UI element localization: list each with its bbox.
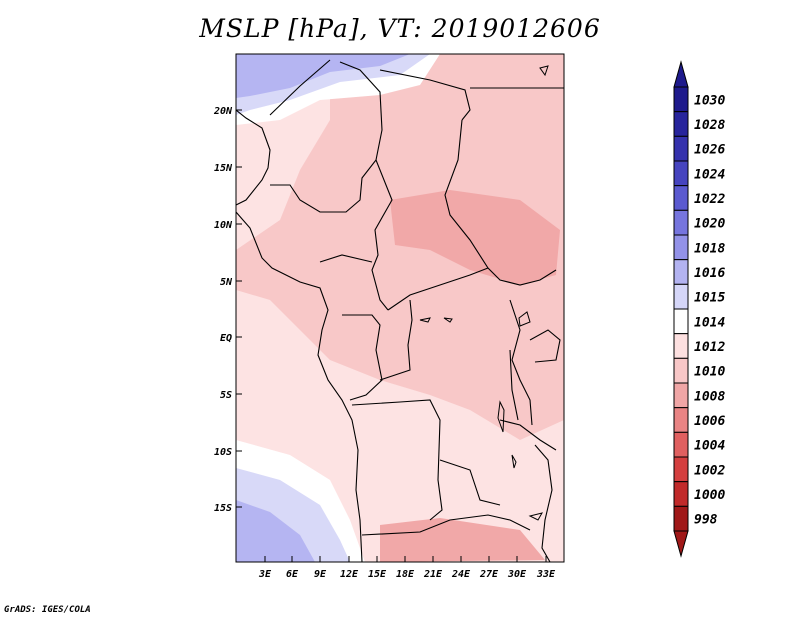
lat-label: 10N — [214, 220, 233, 231]
map-title: MSLP [hPa], VT: 2019012606 — [199, 14, 601, 43]
colorbar-label: 1030 — [694, 93, 725, 108]
colorbar-swatch — [673, 259, 689, 285]
colorbar: 1030 1028 1026 1024 1022 1020 1018 1016 1015 1014… — [673, 60, 725, 558]
colorbar-label: 998 — [694, 513, 718, 528]
colorbar-label: 1004 — [694, 439, 725, 454]
lon-label: 3E — [258, 569, 272, 580]
colorbar-label: 1008 — [694, 389, 725, 404]
lon-label: 9E — [314, 569, 327, 580]
lat-label: 15S — [214, 503, 232, 514]
field-region-1010 — [236, 54, 564, 440]
colorbar-label: 1010 — [694, 365, 725, 380]
lon-label: 12E — [340, 569, 359, 580]
lat-label: 5S — [220, 390, 232, 401]
colorbar-top-arrow — [673, 60, 689, 88]
colorbar-label: 1015 — [694, 291, 725, 306]
lon-label: 24E — [451, 569, 471, 580]
lat-label: 5N — [220, 277, 233, 288]
colorbar-swatch — [673, 382, 689, 409]
lon-label: 18E — [396, 569, 415, 580]
lon-label: 30E — [507, 569, 527, 580]
colorbar-swatch — [673, 357, 689, 384]
lat-label: 20N — [213, 106, 233, 117]
colorbar-label: 1012 — [694, 340, 725, 355]
colorbar-label: 1018 — [694, 241, 725, 256]
colorbar-label: 1002 — [694, 463, 725, 478]
colorbar-swatch — [673, 234, 689, 261]
field-region-1008-north — [390, 190, 560, 285]
lat-label: 10S — [214, 447, 232, 458]
lat-label: 15N — [214, 163, 233, 174]
colorbar-swatch — [673, 431, 689, 458]
colorbar-label: 1014 — [694, 315, 725, 330]
colorbar-swatch — [673, 86, 689, 113]
lon-label: 15E — [368, 569, 387, 580]
colorbar-label: 1006 — [694, 414, 725, 429]
colorbar-swatch — [673, 135, 689, 162]
lon-label: 33E — [536, 569, 556, 580]
colorbar-label: 1020 — [694, 217, 725, 232]
colorbar-swatch — [673, 160, 689, 187]
colorbar-label: 1000 — [694, 488, 725, 503]
grads-credit: GrADS: IGES/COLA — [4, 605, 91, 615]
colorbar-swatch — [673, 111, 689, 137]
field-region-1008-south — [380, 518, 545, 562]
map-frame — [235, 53, 565, 563]
colorbar-swatch — [673, 333, 689, 359]
colorbar-swatch — [673, 481, 689, 507]
latitude-axis: 20N 15N 10N 5N EQ 5S 10S 15S — [213, 106, 242, 514]
colorbar-label: 1016 — [694, 266, 725, 281]
colorbar-swatch — [673, 456, 689, 483]
colorbar-label: 1024 — [694, 167, 725, 182]
colorbar-label: 1022 — [694, 192, 725, 207]
colorbar-swatch — [673, 283, 689, 310]
longitude-axis: 3E 6E 9E 12E 15E 18E 21E 24E 27E 30E 33E — [258, 556, 556, 580]
country-borders — [236, 59, 564, 562]
lat-label: EQ — [220, 333, 232, 344]
field-region-1016-north — [236, 54, 410, 98]
colorbar-label: 1026 — [694, 143, 725, 158]
lon-label: 6E — [286, 569, 299, 580]
lon-label: 21E — [423, 569, 443, 580]
colorbar-label: 1028 — [694, 118, 725, 133]
pressure-field — [236, 54, 564, 562]
lon-label: 27E — [479, 569, 499, 580]
colorbar-swatch — [673, 209, 689, 236]
lakes — [419, 65, 549, 521]
colorbar-swatch — [673, 407, 689, 433]
colorbar-bottom-arrow — [673, 530, 689, 558]
colorbar-swatch — [673, 505, 689, 532]
field-region-1016-south — [236, 500, 315, 562]
colorbar-swatch — [673, 308, 689, 335]
colorbar-swatch — [673, 185, 689, 211]
